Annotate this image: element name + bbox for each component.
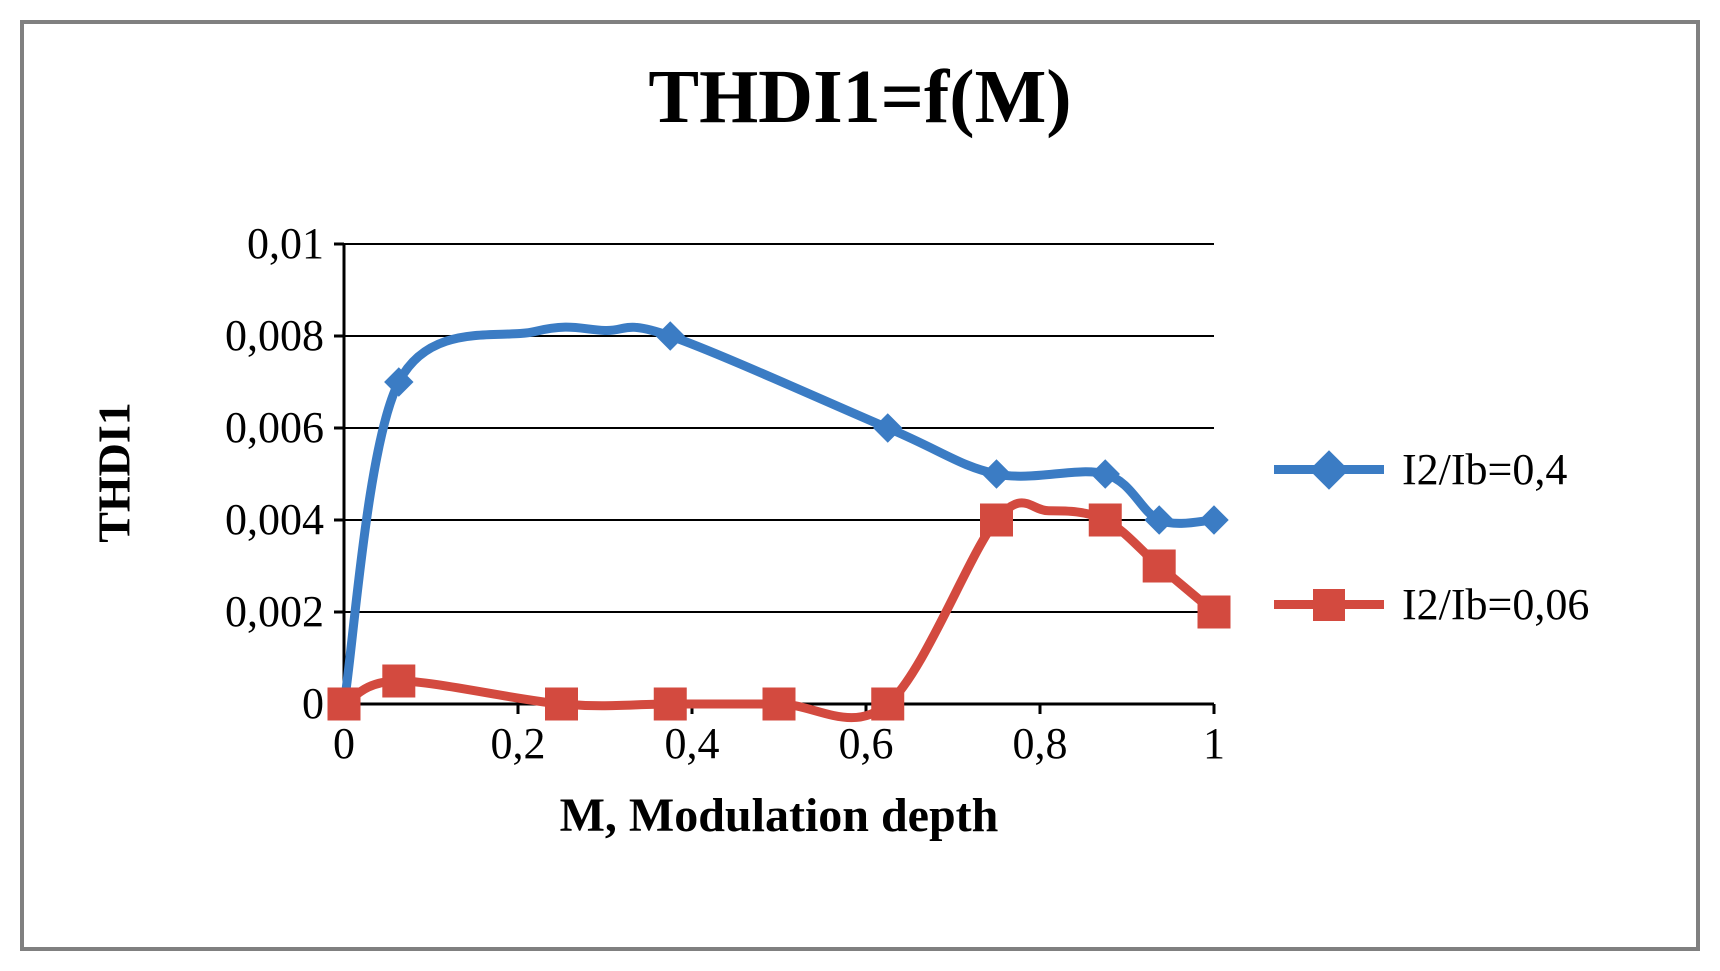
x-tick-label: 0,2 xyxy=(458,718,578,769)
y-tick-label: 0,006 xyxy=(225,402,324,453)
y-tick-label: 0,004 xyxy=(225,494,324,545)
legend-label: I2/Ib=0,06 xyxy=(1402,579,1589,630)
legend-item: I2/Ib=0,4 xyxy=(1274,444,1567,495)
square-marker-icon xyxy=(1313,589,1345,621)
diamond-marker-icon xyxy=(1309,450,1349,490)
legend-label: I2/Ib=0,4 xyxy=(1402,444,1567,495)
x-tick-label: 0,4 xyxy=(632,718,752,769)
y-axis-label: THDI1 xyxy=(88,323,141,623)
legend-item: I2/Ib=0,06 xyxy=(1274,579,1589,630)
chart-frame: THDI1=f(M) THDI1 M, Modulation depth 0 0,… xyxy=(20,20,1700,951)
y-tick-label: 0,01 xyxy=(247,218,324,269)
y-tick-label: 0,008 xyxy=(225,310,324,361)
legend-swatch xyxy=(1274,455,1384,485)
legend-swatch xyxy=(1274,590,1384,620)
x-tick-label: 0,6 xyxy=(806,718,926,769)
chart-title: THDI1=f(M) xyxy=(24,54,1696,141)
x-tick-label: 0 xyxy=(284,718,404,769)
chart-outer: THDI1=f(M) THDI1 M, Modulation depth 0 0,… xyxy=(0,0,1720,971)
x-axis-label: M, Modulation depth xyxy=(429,788,1129,843)
plot-area xyxy=(344,244,1214,704)
x-tick-label: 0,8 xyxy=(980,718,1100,769)
x-tick-label: 1 xyxy=(1154,718,1274,769)
y-tick-label: 0,002 xyxy=(225,586,324,637)
